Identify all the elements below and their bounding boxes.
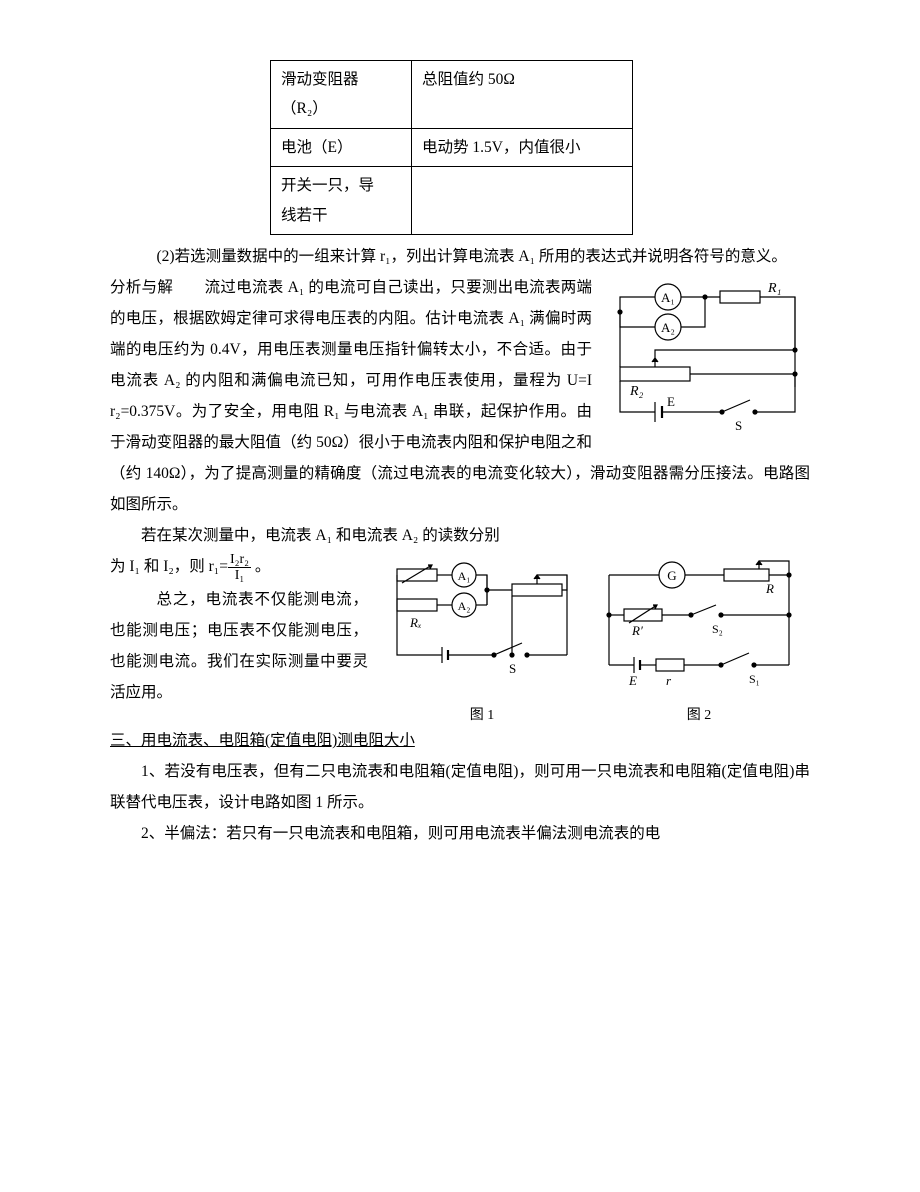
numerator: I₂r₂ [228,552,251,568]
fraction: I₂r₂I₁ [228,552,251,584]
label: A₁ [458,569,471,583]
text: 滑动变阻器 [281,71,359,88]
formula-prefix: 为 I₁ 和 I₂，则 r₁= [110,558,228,575]
label: R′ [631,623,643,638]
label: E [628,673,637,688]
label: R [765,581,774,596]
underline-text: 三、用电流表、电阻箱(定值电阻)测电阻大小 [110,732,415,749]
section-3-title: 三、用电流表、电阻箱(定值电阻)测电阻大小 [110,725,810,756]
section-3-p1: 1、若没有电压表，但有二只电流表和电阻箱(定值电阻)，则可用一只电流表和电阻箱(… [110,756,810,818]
label-a2: A₂ [661,320,675,335]
cell: 电池（E） [271,128,412,166]
circuit-fig1: A₁ A₂ Rₓ S [382,555,582,695]
circuit-svg-main: A₁ A₂ R₁ R₂ E S [600,272,810,442]
text: 线若干 [281,207,328,224]
label-s: S [735,418,742,433]
table-row: 开关一只，导 线若干 [271,167,633,235]
label: G [667,568,676,583]
text: 开关一只，导 [281,177,374,194]
label: S [509,661,516,676]
table-row: 电池（E） 电动势 1.5V，内值很小 [271,128,633,166]
cell: 开关一只，导 线若干 [271,167,412,235]
label: r [666,673,672,688]
equipment-table: 滑动变阻器 （R₂） 总阻值约 50Ω 电池（E） 电动势 1.5V，内值很小 … [270,60,810,235]
table: 滑动变阻器 （R₂） 总阻值约 50Ω 电池（E） 电动势 1.5V，内值很小 … [270,60,633,235]
cell: 滑动变阻器 （R₂） [271,61,412,129]
text: （R₂） [281,100,328,117]
label-a1: A₁ [661,290,675,305]
fig1-caption: 图 1 [382,706,582,726]
cell: 电动势 1.5V，内值很小 [412,128,633,166]
table-row: 滑动变阻器 （R₂） 总阻值约 50Ω [271,61,633,129]
measurement-sentence: 若在某次测量中，电流表 A₁ 和电流表 A₂ 的读数分别 [110,520,810,551]
label: A₂ [458,599,471,613]
label: S₂ [712,622,723,636]
question-2: (2)若选测量数据中的一组来计算 r₁，列出计算电流表 A₁ 所用的表达式并说明… [110,241,810,272]
label: Rₓ [409,615,422,630]
cell [412,167,633,235]
circuit-fig2: G R R′ S₂ E r S₁ [594,555,804,695]
label: S₁ [749,672,760,686]
fig2-caption: 图 2 [594,706,804,726]
denominator: I₁ [228,568,251,583]
figure-row: A₁ A₂ Rₓ S 图 1 [376,555,810,725]
label-e: E [667,394,675,409]
formula-suffix: 。 [251,558,270,575]
section-3-p2: 2、半偏法：若只有一只电流表和电阻箱，则可用电流表半偏法测电流表的电 [110,818,810,849]
cell: 总阻值约 50Ω [412,61,633,129]
label-r1: R₁ [767,281,781,296]
circuit-figure-main: A₁ A₂ R₁ R₂ E S [600,272,810,453]
label-r2: R₂ [629,384,644,399]
